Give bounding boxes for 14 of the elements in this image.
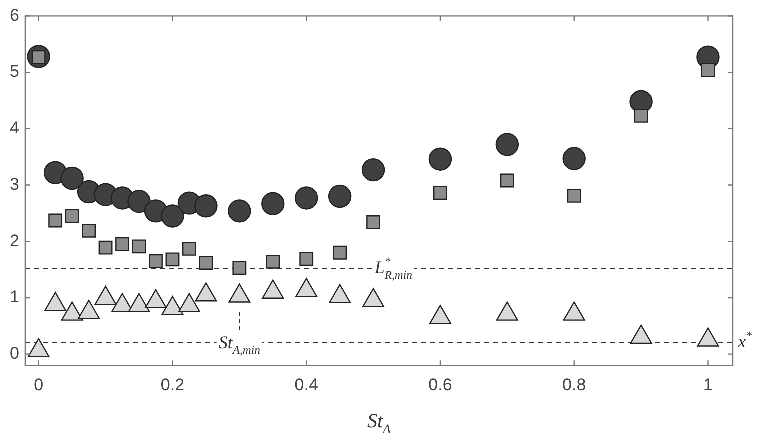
y-tick-label: 6 [10, 6, 20, 25]
x-tick-label: 1 [704, 375, 713, 394]
y-tick-label: 1 [10, 288, 20, 307]
x-tick-label: 0.4 [294, 375, 318, 394]
x-tick-label: 0.2 [160, 375, 185, 394]
y-tick-label: 3 [10, 174, 20, 194]
y-tick-label: 4 [10, 118, 20, 138]
x-tick-label: 0.8 [562, 375, 586, 394]
y-tick-label: 5 [10, 62, 20, 82]
y-tick-label: 2 [10, 231, 20, 250]
x-tick-label: 0 [34, 375, 44, 394]
y-tick-label: 0 [10, 344, 20, 364]
ref-line-label: x* [737, 329, 752, 352]
x-tick-label: 0.6 [428, 375, 452, 394]
